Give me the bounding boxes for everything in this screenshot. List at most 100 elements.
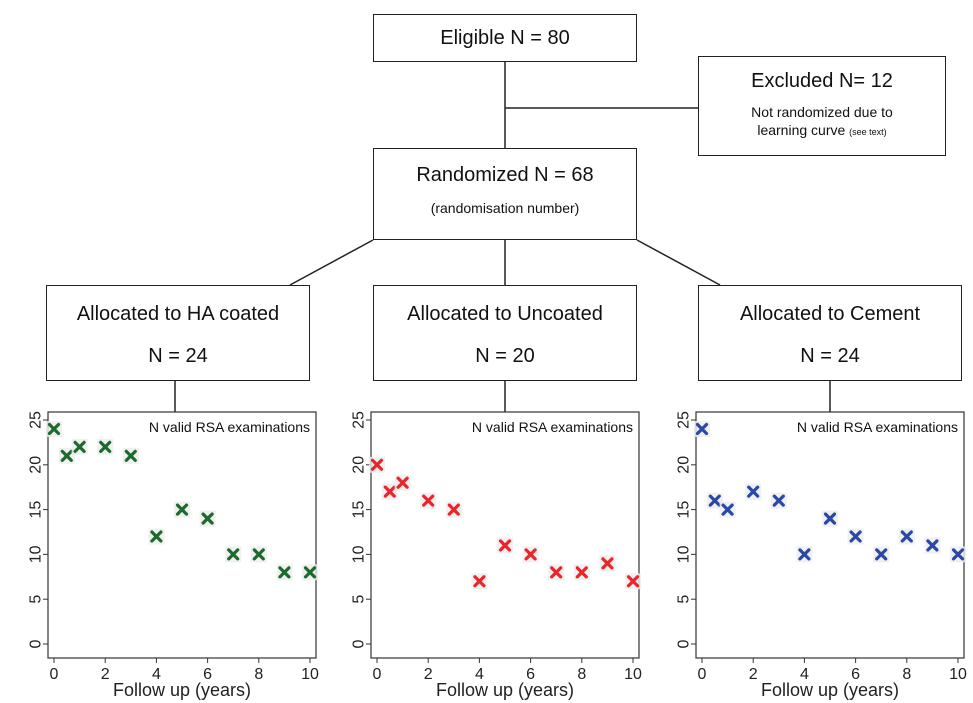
data-point (71, 438, 88, 455)
x-tick-label: 0 (50, 666, 59, 683)
y-tick-label: 0 (351, 639, 368, 648)
data-point (719, 501, 736, 518)
excluded-note: (see text) (849, 127, 887, 137)
excluded-box: Excluded N= 12 Not randomized due to lea… (698, 56, 946, 156)
x-axis-title: Follow up (years) (113, 680, 251, 700)
data-point (302, 564, 318, 581)
plot-frame (695, 411, 965, 659)
x-tick-label: 0 (373, 666, 382, 683)
x-tick-label: 10 (624, 666, 642, 683)
data-point (599, 555, 616, 572)
x-tick-label: 10 (949, 666, 967, 683)
connector-randomized-cement (636, 239, 721, 286)
data-point (174, 501, 190, 518)
data-point (694, 420, 710, 437)
allocation-count: N = 24 (800, 345, 860, 367)
data-point (276, 564, 293, 581)
allocation-label: Allocated to Cement (739, 303, 921, 325)
data-point (548, 564, 565, 581)
data-point (420, 492, 437, 509)
randomized-title: Randomized N = 68 (416, 164, 594, 186)
x-tick-label: 4 (475, 666, 484, 683)
data-point (924, 537, 941, 554)
data-point (122, 447, 139, 464)
y-tick-label: 0 (676, 639, 693, 648)
allocation-count: N = 20 (475, 345, 535, 367)
y-tick-label: 25 (351, 411, 368, 429)
y-tick-label: 10 (28, 545, 45, 563)
eligible-box: Eligible N = 80 (373, 14, 637, 62)
plot-annotation: N valid RSA examinations (149, 419, 310, 435)
plot-annotation: N valid RSA examinations (797, 419, 958, 435)
y-tick-label: 5 (676, 595, 693, 604)
eligible-label: Eligible N = 80 (440, 27, 570, 49)
scatter-plot-cement: N valid RSA examinations 0 5 10 15 20 25 0 2 4 6 8 1… (676, 411, 968, 700)
allocation-box-cement: Allocated to Cement N = 24 (698, 285, 962, 381)
data-point (199, 510, 216, 527)
y-tick-label: 10 (351, 545, 368, 563)
data-point (873, 546, 890, 563)
y-tick-label: 15 (28, 501, 45, 519)
data-point (46, 420, 62, 437)
scatter-plot-uncoated: N valid RSA examinations 0 5 10 15 20 25 0 2 4 6 8 1… (351, 411, 643, 700)
y-tick-label: 25 (676, 411, 693, 429)
data-point (225, 546, 242, 563)
data-point (950, 546, 966, 563)
plot-frame (370, 411, 640, 659)
allocation-label: Allocated to HA coated (76, 303, 280, 325)
x-tick-label: 6 (203, 666, 212, 683)
data-point (394, 474, 411, 491)
data-point (822, 510, 838, 527)
x-tick-label: 4 (152, 666, 161, 683)
x-tick-label: 8 (577, 666, 586, 683)
y-tick-label: 20 (676, 456, 693, 474)
excluded-title: Excluded N= 12 (751, 70, 893, 92)
data-point (471, 573, 488, 590)
y-tick-label: 15 (676, 501, 693, 519)
data-point (369, 456, 385, 473)
x-tick-label: 2 (749, 666, 758, 683)
x-tick-label: 8 (254, 666, 263, 683)
y-tick-label: 5 (351, 595, 368, 604)
x-tick-label: 2 (424, 666, 433, 683)
allocation-count: N = 24 (148, 345, 208, 367)
data-point (706, 492, 723, 509)
randomized-box: Randomized N = 68 (randomisation number) (373, 148, 637, 240)
data-point (381, 483, 398, 500)
allocation-box-uncoated: Allocated to Uncoated N = 20 (373, 285, 637, 381)
allocation-box-ha-coated: Allocated to HA coated N = 24 (46, 285, 310, 381)
x-axis-title: Follow up (years) (761, 680, 899, 700)
data-point (625, 573, 641, 590)
x-tick-label: 6 (526, 666, 535, 683)
y-tick-label: 5 (28, 595, 45, 604)
y-tick-label: 0 (28, 639, 45, 648)
x-tick-label: 6 (851, 666, 860, 683)
y-tick-label: 10 (676, 545, 693, 563)
x-axis-title: Follow up (years) (436, 680, 574, 700)
allocation-label: Allocated to Uncoated (407, 303, 603, 325)
data-point (250, 546, 267, 563)
plot-annotation: N valid RSA examinations (472, 419, 633, 435)
data-point (58, 447, 75, 464)
data-point (796, 546, 813, 563)
data-point (898, 528, 915, 545)
x-tick-label: 4 (800, 666, 809, 683)
data-point (770, 492, 787, 509)
x-tick-label: 10 (301, 666, 319, 683)
y-tick-label: 20 (28, 456, 45, 474)
y-tick-label: 25 (28, 411, 45, 429)
x-tick-label: 0 (698, 666, 707, 683)
connector-randomized-ha (289, 239, 374, 286)
data-point (445, 501, 462, 518)
data-point (745, 483, 762, 500)
data-point (847, 528, 864, 545)
excluded-reason-line2: learning curve (see text) (699, 121, 945, 141)
excluded-reason-line1: Not randomized due to (751, 104, 893, 120)
plot-frame (47, 411, 317, 659)
data-point (148, 528, 165, 545)
y-tick-label: 20 (351, 456, 368, 474)
y-tick-label: 15 (351, 501, 368, 519)
x-tick-label: 8 (902, 666, 911, 683)
data-point (97, 438, 114, 455)
